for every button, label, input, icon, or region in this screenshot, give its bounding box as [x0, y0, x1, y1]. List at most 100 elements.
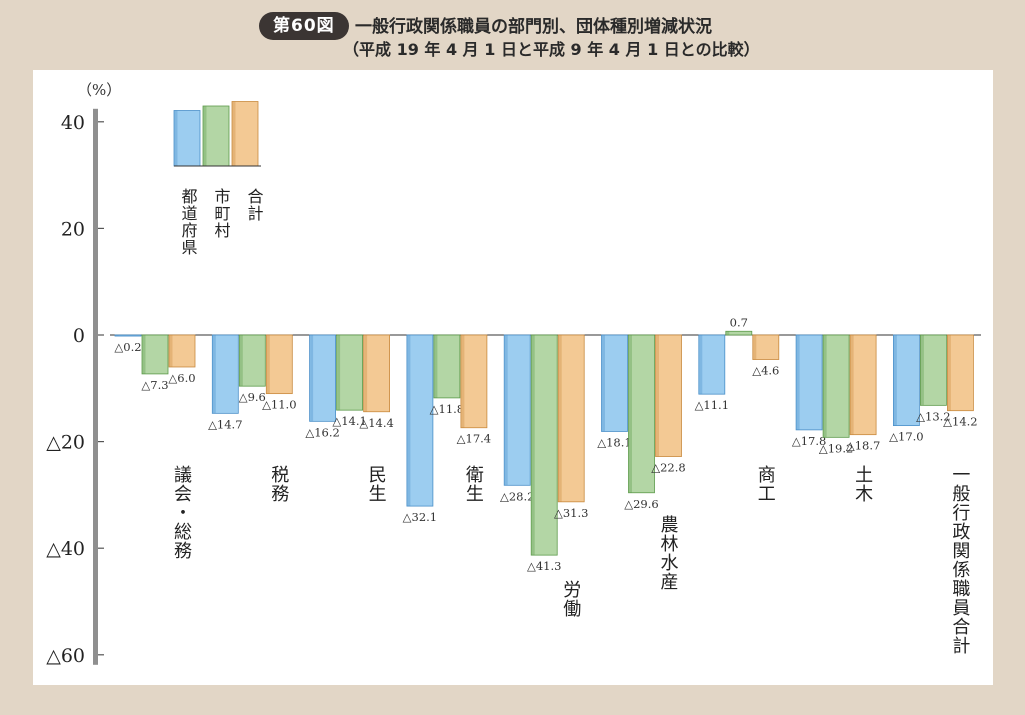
data-label: △19.2	[819, 441, 853, 455]
data-label: △7.3	[141, 378, 168, 392]
bar-shade	[629, 335, 632, 493]
bar-shade	[461, 335, 465, 428]
bar-shade	[337, 335, 341, 411]
data-label: △32.1	[403, 510, 437, 524]
bar-合計-6	[752, 334, 780, 360]
bar-市町村-8	[920, 334, 947, 406]
bar-shade	[531, 335, 535, 556]
category-label-3: 衛生	[463, 465, 484, 503]
category-label-8: 一般行政関係職員合計	[949, 465, 970, 655]
legend-swatch-1	[202, 105, 230, 167]
category-label-2: 民生	[366, 465, 387, 503]
bar-都道府県-8	[893, 334, 920, 427]
data-label: △4.6	[752, 364, 779, 378]
bar-shade	[726, 331, 730, 335]
category-label-6: 商工	[755, 465, 776, 503]
legend-swatch-0	[173, 110, 201, 167]
bar-市町村-3	[433, 334, 461, 399]
y-tick-label: △60	[46, 645, 85, 667]
bar-合計-2	[363, 334, 391, 413]
bar-市町村-4	[530, 334, 558, 556]
bar-市町村-7	[822, 334, 850, 438]
bar-shade	[212, 335, 216, 414]
data-label: △0.2	[114, 340, 141, 354]
data-label: △13.2	[916, 409, 950, 423]
bar-shade	[947, 335, 951, 411]
data-label: △28.2	[500, 489, 534, 503]
y-axis-line	[93, 108, 98, 665]
category-label-1: 税務	[268, 465, 289, 503]
bar-shade	[364, 335, 368, 412]
data-label: △14.7	[208, 417, 242, 431]
bar-都道府県-4	[503, 334, 531, 486]
y-tick-label: △40	[46, 538, 85, 560]
chart-panel: （%） 40 20 0 △20 △40 △60 △0.2 △7.3 △6.0 △14.7 △9.6 △1…	[33, 70, 993, 685]
legend-label-2: 合計	[245, 188, 264, 222]
bar-shade	[115, 335, 119, 337]
figure-number-badge: 第60図	[259, 12, 349, 40]
bar-shade	[602, 335, 605, 432]
bar-shade	[504, 335, 508, 486]
category-label-4: 労働	[560, 580, 581, 618]
category-label-0: 議会・総務	[171, 465, 192, 560]
data-label: △17.8	[792, 434, 826, 448]
figure-title-area: 第60図 一般行政関係職員の部門別、団体種別増減状況 （平成 19 年 4 月 …	[0, 0, 1025, 68]
bar-shade	[142, 335, 146, 374]
bar-shade	[310, 335, 314, 422]
legend-label-1: 市町村	[212, 188, 231, 239]
bar-合計-4	[557, 334, 585, 503]
category-label-7: 土木	[852, 465, 873, 503]
bar-合計-0	[168, 334, 196, 368]
legend-swatch-shade	[174, 110, 178, 166]
bar-shade	[753, 335, 757, 360]
bar-都道府県-6	[698, 334, 726, 395]
bar-都道府県-5	[601, 334, 628, 432]
data-label: △14.4	[359, 416, 393, 430]
data-label: △31.3	[554, 506, 588, 520]
bar-shade	[266, 335, 270, 394]
bar-shade	[407, 335, 411, 507]
data-label: △11.1	[695, 398, 729, 412]
bar-shade	[169, 335, 173, 367]
bar-shade	[920, 335, 924, 406]
y-tick-label: 20	[61, 218, 85, 240]
bar-市町村-2	[336, 334, 364, 411]
bar-合計-8	[947, 334, 974, 412]
data-label: △22.8	[651, 461, 685, 475]
bar-都道府県-1	[211, 334, 239, 414]
legend-swatch-shade	[203, 106, 207, 166]
data-label: △18.1	[597, 435, 631, 449]
y-tick-label: 0	[73, 325, 85, 347]
category-label-5: 農林水産	[658, 515, 679, 591]
figure-subtitle: （平成 19 年 4 月 1 日と平成 9 年 4 月 1 日との比較）	[343, 40, 760, 59]
bar-shade	[823, 335, 827, 438]
bar-shade	[239, 335, 243, 387]
bar-shade	[796, 335, 800, 430]
bar-都道府県-0	[114, 334, 142, 337]
bar-shade	[558, 335, 562, 502]
bar-shade	[850, 335, 854, 435]
bar-都道府県-3	[406, 334, 434, 507]
data-label: 0.7	[730, 315, 748, 329]
data-label: △11.0	[262, 398, 296, 412]
data-label: △9.6	[239, 390, 266, 404]
bar-市町村-0	[141, 334, 169, 375]
y-tick-label: △20	[46, 432, 85, 454]
bar-合計-3	[460, 334, 488, 429]
data-label: △17.0	[889, 430, 923, 444]
bar-合計-1	[265, 334, 293, 395]
data-label: △18.7	[846, 439, 880, 453]
bar-合計-7	[849, 334, 877, 436]
data-label: △14.1	[332, 414, 366, 428]
bar-shade	[434, 335, 438, 398]
bar-shade	[699, 335, 703, 395]
bar-市町村-1	[238, 334, 266, 387]
figure-title: 一般行政関係職員の部門別、団体種別増減状況	[355, 17, 712, 37]
y-unit-label: （%）	[77, 81, 121, 99]
bar-市町村-5	[628, 334, 655, 494]
legend-swatch-2	[231, 101, 259, 167]
bar-都道府県-2	[309, 334, 337, 422]
data-label: △6.0	[168, 371, 195, 385]
data-label: △17.4	[457, 432, 491, 446]
